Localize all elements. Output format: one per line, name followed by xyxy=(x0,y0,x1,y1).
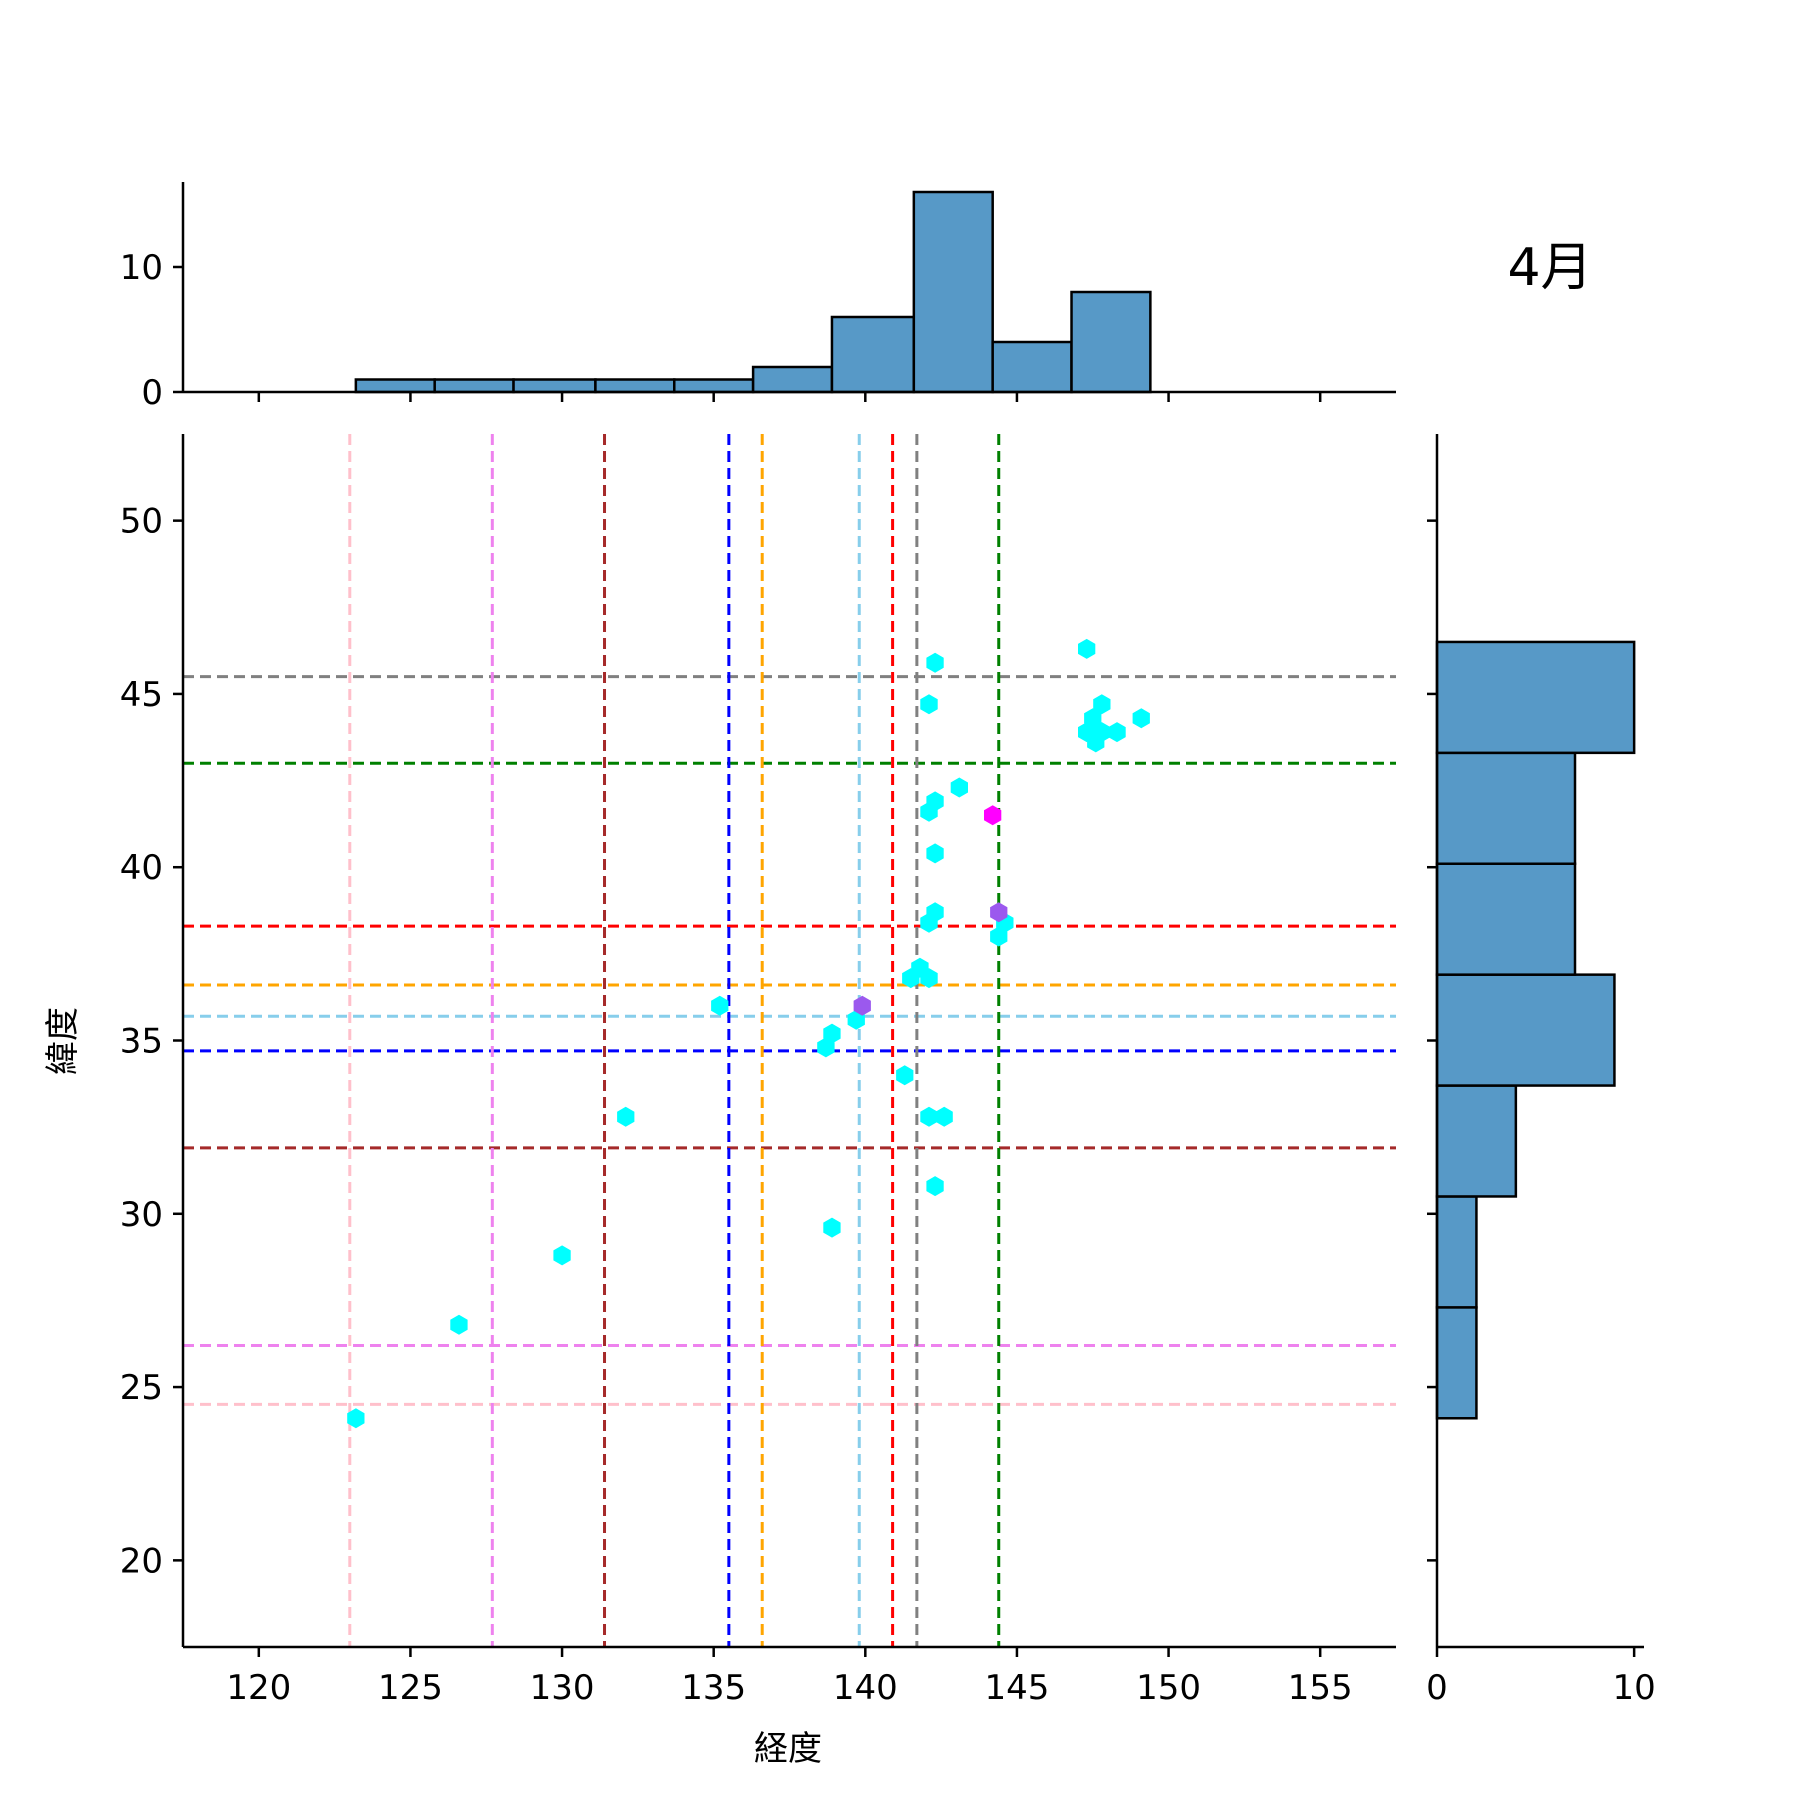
histogram-bar xyxy=(830,315,916,394)
scatter-point xyxy=(896,1065,914,1086)
y-tick-label: 35 xyxy=(120,1022,163,1062)
histogram-bar xyxy=(1435,751,1577,865)
x-axis-label: 経度 xyxy=(754,1729,822,1769)
scatter-point xyxy=(926,902,944,923)
scatter-point xyxy=(853,995,871,1016)
x-tick-label: 140 xyxy=(833,1668,898,1708)
x-tick-label: 125 xyxy=(378,1668,443,1708)
scatter-point xyxy=(553,1245,571,1266)
histogram-bar xyxy=(1435,973,1616,1087)
x-tick-label: 155 xyxy=(1288,1668,1353,1708)
y-tick-label: 50 xyxy=(120,502,163,542)
x-tick-label: 150 xyxy=(1136,1668,1201,1708)
scatter-point xyxy=(984,805,1002,826)
horizontal-reference-lines xyxy=(183,675,1396,1406)
y-tick-label: 30 xyxy=(120,1195,163,1235)
scatter-point xyxy=(990,902,1008,923)
histogram-bar xyxy=(991,340,1073,394)
right-marginal-histogram: 0 10 xyxy=(1426,434,1656,1708)
histogram-bar xyxy=(1070,290,1152,394)
main-scatter-panel: 120 125 130 135 140 145 150 155 20 25 30 35 40 45 50 xyxy=(120,434,1396,1708)
top-marginal-histogram: 0 10 xyxy=(120,182,1396,413)
histogram-bar xyxy=(1435,1084,1518,1198)
scatter-point xyxy=(1093,694,1111,715)
scatter-point xyxy=(617,1106,635,1127)
histogram-bar xyxy=(673,378,755,394)
scatter-point xyxy=(920,1106,938,1127)
top-hist-y-tick-label: 0 xyxy=(141,373,163,413)
scatter-point xyxy=(1132,708,1150,729)
scatter-point xyxy=(926,652,944,673)
right-hist-x-tick-label: 10 xyxy=(1613,1668,1656,1708)
x-tick-label: 135 xyxy=(681,1668,746,1708)
histogram-bar xyxy=(512,378,597,394)
scatter-point xyxy=(1084,708,1102,729)
scatter-point xyxy=(347,1408,365,1429)
y-axis-label: 緯度 xyxy=(43,1007,83,1075)
scatter-point xyxy=(920,968,938,989)
histogram-bar xyxy=(1435,640,1636,755)
histogram-bar xyxy=(354,378,436,394)
x-tick-label: 145 xyxy=(984,1668,1049,1708)
scatter-point xyxy=(935,1106,953,1127)
y-tick-label: 40 xyxy=(120,848,163,888)
histogram-bar xyxy=(751,365,834,394)
y-tick-label: 45 xyxy=(120,675,163,715)
x-tick-label: 130 xyxy=(530,1668,595,1708)
main-axes: 120 125 130 135 140 145 150 155 20 25 30 35 40 45 50 xyxy=(120,434,1396,1708)
scatter-point xyxy=(926,791,944,812)
scatter-point xyxy=(1093,722,1111,743)
scatter-point xyxy=(920,694,938,715)
top-hist-y-tick-label: 10 xyxy=(120,248,163,288)
histogram-bar xyxy=(912,190,994,394)
x-tick-label: 120 xyxy=(226,1668,291,1708)
scatter-point xyxy=(926,843,944,864)
y-tick-label: 25 xyxy=(120,1368,163,1408)
vertical-reference-lines xyxy=(348,434,1001,1647)
scatter-point xyxy=(926,1176,944,1197)
histogram-bar xyxy=(594,378,676,394)
scatter-point xyxy=(450,1314,468,1335)
histogram-bar xyxy=(1435,1306,1478,1420)
chart-title: 4月 xyxy=(1507,238,1592,298)
scatter-point xyxy=(823,1023,841,1044)
scatter-point xyxy=(823,1217,841,1238)
scatter-point xyxy=(1078,638,1096,659)
histogram-bar xyxy=(433,378,515,394)
scatter-point xyxy=(950,777,968,798)
right-hist-x-tick-label: 0 xyxy=(1426,1668,1448,1708)
histogram-bar xyxy=(1435,862,1577,976)
scatter-point xyxy=(1108,722,1126,743)
scatter-points xyxy=(347,638,1150,1429)
y-tick-label: 20 xyxy=(120,1541,163,1581)
scatter-point xyxy=(711,995,729,1016)
histogram-bar xyxy=(1435,1195,1478,1309)
